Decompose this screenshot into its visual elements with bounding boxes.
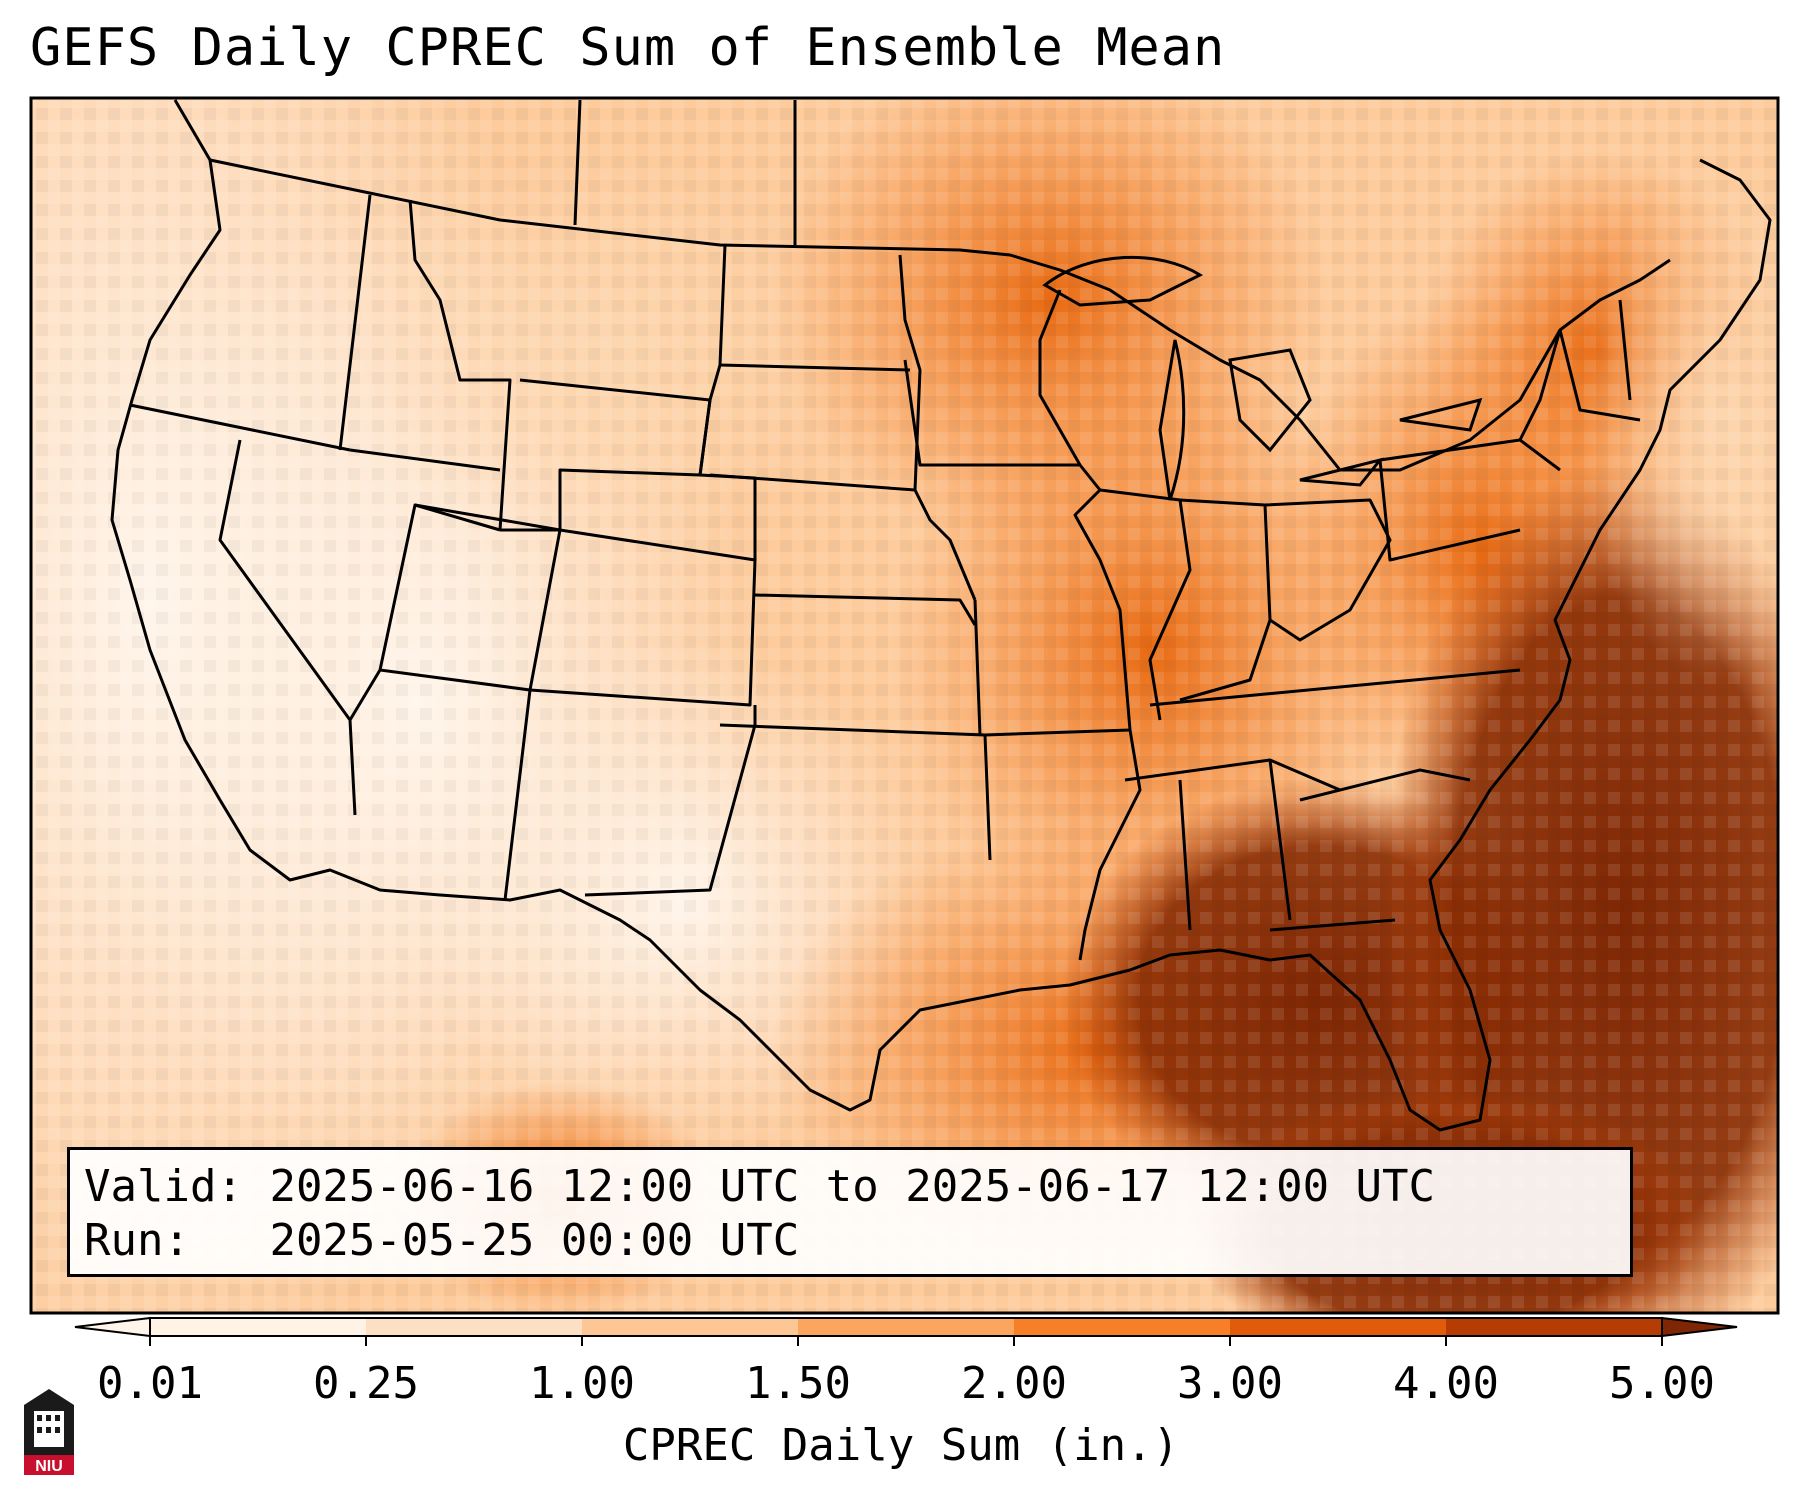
colorbar-under-arrow — [74, 1316, 151, 1338]
colorbar-frame — [149, 1317, 1663, 1337]
colorbar-segment — [150, 1318, 367, 1336]
colorbar-segment — [798, 1318, 1015, 1336]
colorbar-segment — [1230, 1318, 1447, 1336]
colorbar-tick-label: 1.50 — [745, 1358, 851, 1409]
map-title: GEFS Daily CPREC Sum of Ensemble Mean — [30, 18, 1226, 78]
state-boundaries — [110, 99, 1772, 1132]
us-outline — [110, 99, 1772, 1132]
colorbar-tick-label: 2.00 — [961, 1358, 1067, 1409]
valid-run-info-box: Valid: 2025-06-16 12:00 UTC to 2025-06-1… — [67, 1147, 1633, 1277]
colorbar-segment — [1446, 1318, 1663, 1336]
colorbar-over-arrow — [1661, 1316, 1738, 1338]
map-frame — [29, 96, 1780, 1315]
svg-text:NIU: NIU — [35, 1458, 63, 1475]
colorbar-tick-label: 3.00 — [1177, 1358, 1283, 1409]
colorbar-tick-label: 0.25 — [313, 1358, 419, 1409]
colorbar-axis-label: CPREC Daily Sum (in.) — [622, 1420, 1180, 1471]
colorbar-tick-label: 1.00 — [529, 1358, 635, 1409]
colorbar-segment — [582, 1318, 799, 1336]
niu-logo-icon: NIU — [24, 1389, 74, 1475]
colorbar-tick-label: 0.01 — [97, 1358, 203, 1409]
colorbar-tick-label: 4.00 — [1393, 1358, 1499, 1409]
colorbar — [74, 1316, 1738, 1346]
colorbar-segment — [366, 1318, 583, 1336]
great-lakes — [1042, 255, 1483, 501]
run-label: Run: — [84, 1215, 190, 1266]
run-time: 2025-05-25 00:00 UTC — [269, 1215, 800, 1266]
valid-label: Valid: — [84, 1161, 243, 1212]
colorbar-tick-label: 5.00 — [1609, 1358, 1715, 1409]
colorbar-segment — [1014, 1318, 1231, 1336]
valid-range: 2025-06-16 12:00 UTC to 2025-06-17 12:00… — [269, 1161, 1436, 1212]
